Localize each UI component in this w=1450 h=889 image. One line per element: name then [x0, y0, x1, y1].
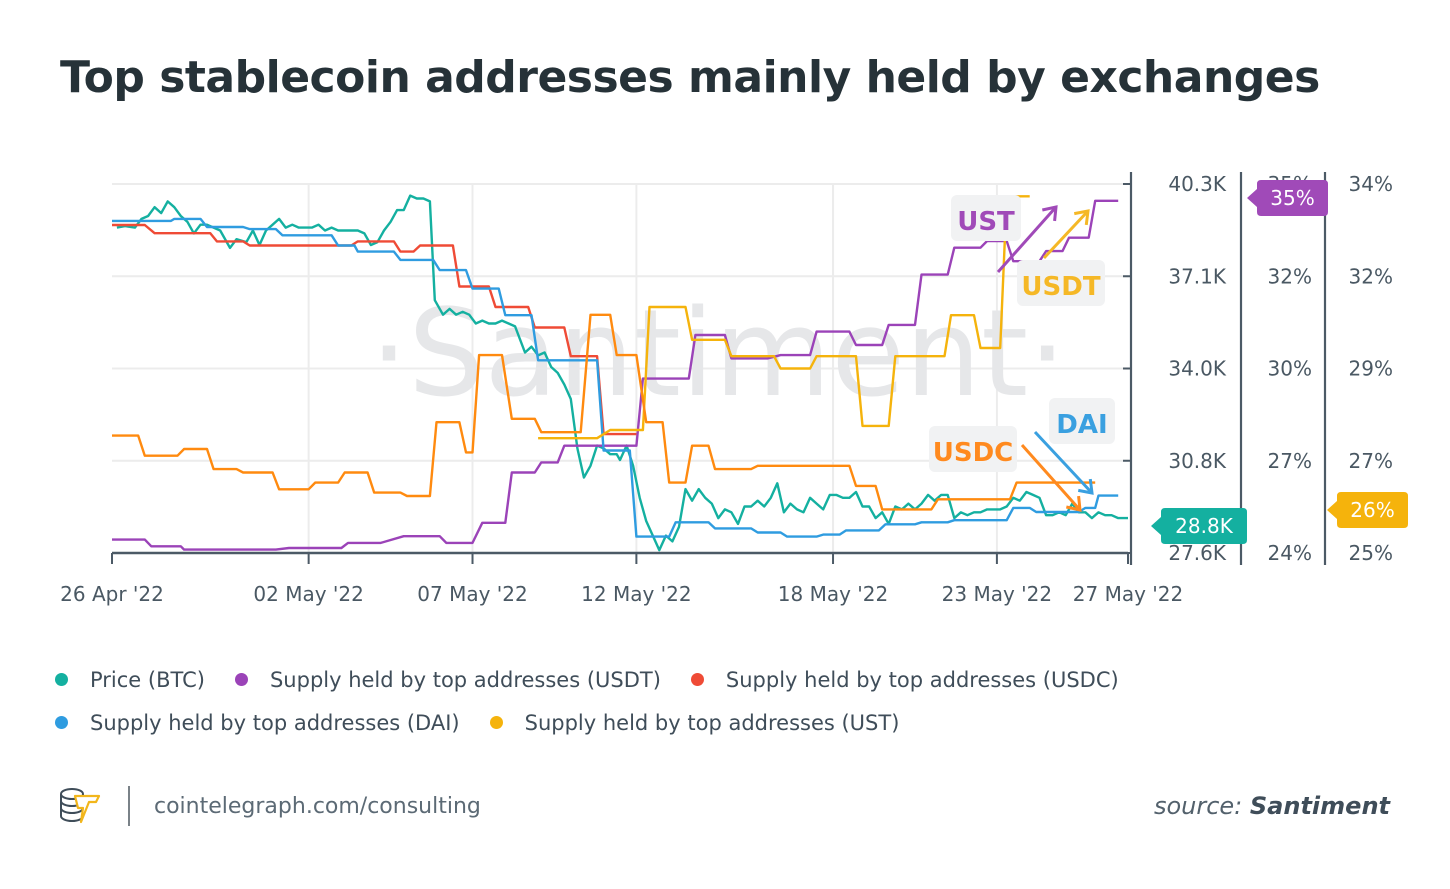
legend-item-usdc[interactable]: Supply held by top addresses (USDC)	[690, 667, 1119, 692]
legend-label: Supply held by top addresses (USDC)	[725, 667, 1119, 692]
badge-ust-value-shape	[1327, 492, 1408, 528]
badge-usdt-value-shape	[1247, 180, 1328, 216]
y-tick-label-pctB: 29%	[1349, 357, 1393, 381]
x-tick-label: 26 Apr '22	[60, 582, 164, 606]
x-tick-label: 07 May '22	[417, 582, 527, 606]
annotation-ust-box	[951, 195, 1021, 241]
annotation-usdc: USDC	[933, 438, 1014, 468]
watermark: ·Santiment·	[370, 285, 1066, 424]
arrow-ust	[996, 206, 1058, 273]
y-tick-label-pctA: 32%	[1268, 264, 1312, 288]
legend-item-price[interactable]: Price (BTC)	[55, 668, 205, 692]
annotation-ust: UST	[957, 207, 1015, 237]
legend-label: Supply held by top addresses (UST)	[524, 710, 900, 735]
legend-item-dai[interactable]: Supply held by top addresses (DAI)	[55, 711, 460, 735]
legend-dot-ust	[489, 716, 503, 729]
x-tick-label: 12 May '22	[581, 582, 691, 606]
source-prefix: source:	[1153, 792, 1243, 820]
chart-title: Top stablecoin addresses mainly held by …	[60, 52, 1320, 103]
source-credit: source: Santiment	[1154, 792, 1390, 820]
arrow-usdc-head	[1066, 495, 1082, 512]
annotations: UST USDT DAI USDC 35% 28.8K 26%	[929, 180, 1408, 544]
badge-usdt-value: 35%	[1270, 186, 1314, 210]
y-tick-label-price: 40.3K	[1168, 172, 1227, 196]
series-line-4	[538, 195, 1030, 440]
arrow-ust-head	[1042, 205, 1058, 222]
y-tick-label-pctB: 32%	[1349, 264, 1393, 288]
y-tick-label-pctA: 24%	[1268, 541, 1312, 565]
y-tick-label-price: 34.0K	[1168, 357, 1227, 381]
y-tick-label-price: 30.8K	[1168, 449, 1227, 473]
arrow-usdt-head	[1073, 209, 1090, 226]
annotation-usdt-box	[1017, 260, 1105, 306]
arrow-dai	[1033, 430, 1094, 495]
annotation-dai-box	[1049, 398, 1115, 444]
x-tick-label: 02 May '22	[253, 582, 363, 606]
x-tick-label: 18 May '22	[778, 582, 888, 606]
legend-dot-usdc	[690, 673, 704, 686]
legend-dot-price	[55, 673, 68, 686]
legend-dot-dai	[55, 716, 68, 729]
y-tick-label-pctB: 34%	[1349, 172, 1393, 196]
legend: Price (BTC) Supply held by top addresses…	[55, 658, 1149, 744]
badge-price-value: 28.8K	[1175, 514, 1234, 538]
legend-label: Supply held by top addresses (DAI)	[90, 710, 460, 735]
y-tick-label-pctA: 27%	[1268, 449, 1312, 473]
arrow-dai-head	[1077, 478, 1094, 495]
y-tick-label-pctB: 27%	[1349, 449, 1393, 473]
annotation-dai: DAI	[1056, 410, 1107, 440]
legend-item-ust[interactable]: Supply held by top addresses (UST)	[489, 710, 900, 735]
badge-ust-value: 26%	[1350, 498, 1394, 522]
series-line-5	[112, 313, 1096, 511]
x-tick-label: 27 May '22	[1073, 582, 1183, 606]
series-line-2	[112, 223, 637, 436]
source-name: Santiment	[1249, 792, 1390, 820]
legend-item-usdt[interactable]: Supply held by top addresses (USDT)	[234, 667, 661, 692]
footer: cointelegraph.com/consulting	[58, 786, 481, 826]
footer-link[interactable]: cointelegraph.com/consulting	[154, 793, 481, 819]
cointelegraph-logo-icon	[58, 786, 104, 826]
chart-svg: ·Santiment· 26 Apr '22 02 May '22 07 May '…	[60, 172, 1408, 606]
y-tick-label-pctA: 30%	[1268, 357, 1312, 381]
badge-price-value-shape	[1151, 508, 1247, 544]
annotation-usdc-box	[929, 426, 1017, 472]
y-tick-label-price: 27.6K	[1168, 541, 1227, 565]
arrow-usdt	[1042, 209, 1090, 260]
y-tick-label-price: 37.1K	[1168, 264, 1227, 288]
footer-divider	[128, 786, 130, 826]
legend-dot-usdt	[234, 673, 248, 686]
series-line-3	[112, 217, 1119, 538]
annotation-usdt: USDT	[1021, 272, 1100, 302]
x-tick-label: 23 May '22	[942, 582, 1052, 606]
y-tick-label-pctB: 25%	[1349, 541, 1393, 565]
legend-label: Supply held by top addresses (USDT)	[269, 667, 661, 692]
arrow-usdc	[1020, 444, 1082, 511]
legend-label: Price (BTC)	[90, 667, 205, 692]
